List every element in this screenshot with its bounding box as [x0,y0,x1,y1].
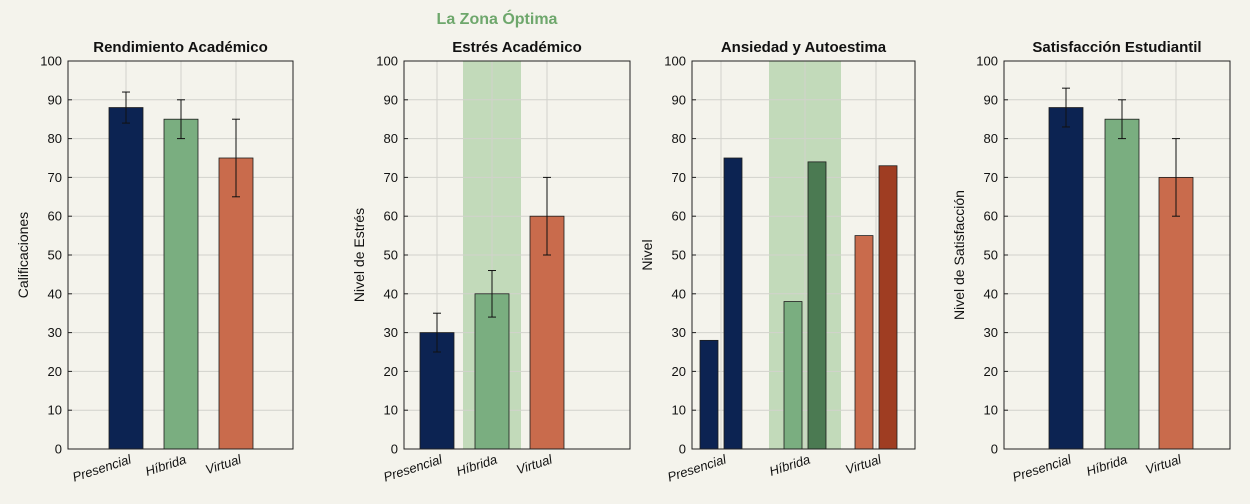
y-tick-label: 60 [384,209,398,224]
x-tick-label-presencial: Presencial [71,451,134,484]
y-tick-label: 90 [48,92,62,107]
x-tick-label-hibrida: Híbrida [143,452,188,479]
y-tick-label: 10 [384,403,398,418]
y-tick-label: 70 [672,170,686,185]
y-tick-label: 70 [48,170,62,185]
y-tick-label: 60 [984,209,998,224]
y-tick-label: 0 [679,442,686,457]
bar-hibrida [474,293,510,450]
error-bar-hibrida [488,270,496,318]
x-tick-label-virtual: Virtual [514,451,555,477]
y-axis-label: Nivel de Estrés [351,208,367,302]
y-tick-label: 10 [48,403,62,418]
y-tick-label: 80 [984,131,998,146]
bar-hibrida-s1 [783,301,803,450]
x-tick-label-virtual: Virtual [843,451,884,477]
y-tick-label: 50 [384,248,398,263]
y-tick-label: 40 [384,286,398,301]
y-tick-label: 10 [672,403,686,418]
y-tick-label: 90 [384,92,398,107]
y-tick-label: 100 [976,54,998,69]
y-tick-label: 0 [391,442,398,457]
bar-virtual [218,157,254,450]
error-bar-presencial [122,91,130,124]
y-axis-label: Calificaciones [15,212,31,298]
y-tick-label: 0 [55,442,62,457]
y-tick-label: 50 [48,248,62,263]
y-tick-label: 20 [48,364,62,379]
error-bar-virtual [543,176,551,256]
chart-title: Estrés Académico [452,39,582,56]
y-tick-label: 80 [384,131,398,146]
bar-presencial-s1 [699,339,719,450]
chart-title: Ansiedad y Autoestima [721,39,887,56]
y-axis-label: Nivel [639,239,655,270]
x-tick-label-presencial: Presencial [666,451,729,484]
bar-presencial [1048,107,1084,450]
bar-hibrida-s2 [807,161,827,450]
y-tick-label: 30 [384,325,398,340]
y-tick-label: 80 [672,131,686,146]
y-tick-label: 30 [672,325,686,340]
x-tick-label-presencial: Presencial [1011,451,1074,484]
y-tick-label: 50 [672,248,686,263]
error-bar-hibrida [177,99,185,140]
y-tick-label: 0 [991,442,998,457]
y-tick-label: 40 [984,286,998,301]
y-tick-label: 10 [984,403,998,418]
y-tick-label: 30 [984,325,998,340]
error-bar-hibrida [1118,99,1126,140]
bar-virtual-s2 [878,165,898,450]
y-tick-label: 60 [672,209,686,224]
y-tick-label: 100 [40,54,62,69]
x-tick-label-virtual: Virtual [1143,451,1184,477]
chart-title: Satisfacción Estudiantil [1032,39,1201,56]
bar-hibrida [1104,118,1140,450]
x-tick-label-hibrida: Híbrida [1084,452,1129,479]
bar-virtual-s1 [854,235,874,450]
bar-hibrida [163,118,199,450]
bar-virtual [1158,176,1194,450]
y-tick-label: 20 [984,364,998,379]
y-tick-label: 90 [984,92,998,107]
super-title: La Zona Óptima [437,9,558,28]
y-tick-label: 80 [48,131,62,146]
y-tick-label: 100 [376,54,398,69]
x-tick-label-hibrida: Híbrida [767,452,812,479]
y-tick-label: 70 [384,170,398,185]
error-bar-presencial [433,312,441,353]
chart-panel-satisfaccion-estudiantil: 0 10 20 30 40 50 60 70 80 90 100 Presencial Híbrida V… [951,39,1231,485]
x-tick-label-hibrida: Híbrida [454,452,499,479]
y-tick-label: 90 [672,92,686,107]
y-tick-label: 30 [48,325,62,340]
y-tick-label: 100 [664,54,686,69]
y-axis-label: Nivel de Satisfacción [951,190,967,320]
y-tick-label: 20 [672,364,686,379]
error-bar-virtual [232,118,240,198]
error-bar-virtual [1172,138,1180,217]
y-tick-label: 40 [672,286,686,301]
chart-panel-ansiedad-y-autoestima: 0 10 20 30 40 50 60 70 80 90 100 Presencial Híbrida V… [639,39,916,485]
y-tick-label: 50 [984,248,998,263]
y-tick-label: 20 [384,364,398,379]
x-tick-label-virtual: Virtual [203,451,244,477]
bar-presencial [108,107,144,450]
y-tick-label: 40 [48,286,62,301]
chart-panel-rendimiento-academico: 0 10 20 30 40 50 60 70 80 90 100 Presencial Híbrida V… [15,39,294,485]
chart-title: Rendimiento Académico [93,39,267,56]
y-tick-label: 60 [48,209,62,224]
y-tick-label: 70 [984,170,998,185]
error-bar-presencial [1062,87,1070,128]
bar-presencial-s2 [723,157,743,450]
